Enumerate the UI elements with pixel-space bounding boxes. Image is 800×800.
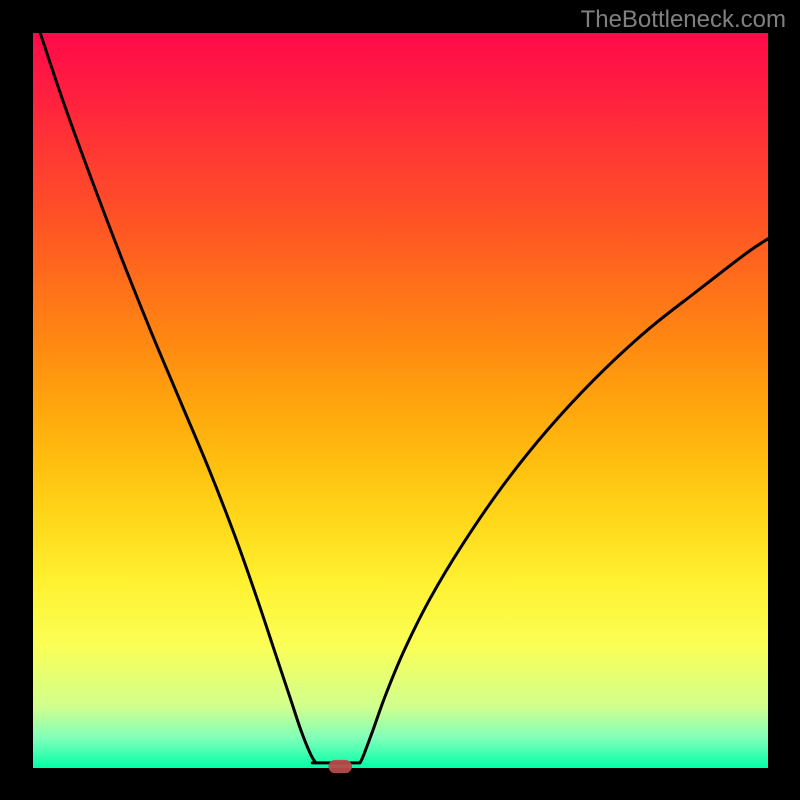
minimum-marker: [328, 760, 352, 773]
watermark-text: TheBottleneck.com: [581, 6, 786, 34]
chart-frame: TheBottleneck.com: [0, 0, 800, 800]
bottleneck-plot: [0, 0, 800, 800]
